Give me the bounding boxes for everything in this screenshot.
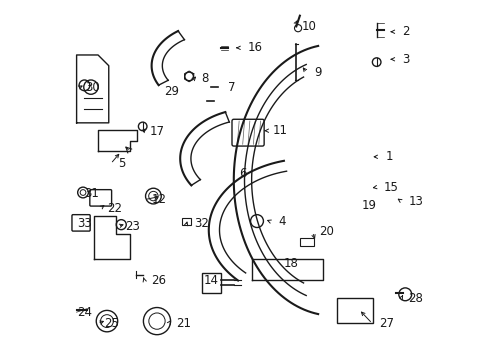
Text: 20: 20: [319, 225, 334, 238]
Text: 29: 29: [164, 85, 179, 98]
Text: 9: 9: [313, 66, 321, 79]
Bar: [337, 298, 372, 323]
Bar: [182, 218, 190, 225]
Text: 12: 12: [151, 193, 166, 206]
Text: 27: 27: [379, 317, 394, 330]
Text: 28: 28: [407, 292, 422, 305]
Text: 23: 23: [124, 220, 140, 233]
Text: 1: 1: [385, 150, 392, 163]
Text: 22: 22: [107, 202, 122, 215]
Text: 18: 18: [283, 257, 298, 270]
Text: 7: 7: [228, 81, 235, 94]
Text: 5: 5: [118, 157, 125, 170]
Text: 31: 31: [84, 187, 99, 200]
Text: 16: 16: [247, 41, 262, 54]
Text: 4: 4: [278, 215, 285, 228]
Text: 11: 11: [272, 124, 287, 137]
Text: 10: 10: [301, 20, 316, 33]
Text: 2: 2: [401, 25, 408, 38]
Text: 3: 3: [401, 53, 408, 66]
Text: 17: 17: [149, 125, 164, 138]
Text: 32: 32: [193, 217, 208, 230]
Text: 30: 30: [85, 81, 100, 94]
Text: 13: 13: [408, 195, 423, 208]
Text: 15: 15: [383, 181, 398, 194]
Bar: [201, 273, 221, 293]
Text: 26: 26: [151, 274, 166, 287]
Text: 33: 33: [77, 217, 92, 230]
Text: 6: 6: [239, 167, 246, 180]
Text: 21: 21: [176, 317, 190, 330]
Text: 25: 25: [104, 317, 119, 330]
Bar: [299, 238, 313, 246]
Text: 24: 24: [77, 306, 92, 319]
Text: 8: 8: [201, 72, 208, 85]
Text: 14: 14: [203, 274, 218, 287]
Text: 19: 19: [361, 199, 376, 212]
